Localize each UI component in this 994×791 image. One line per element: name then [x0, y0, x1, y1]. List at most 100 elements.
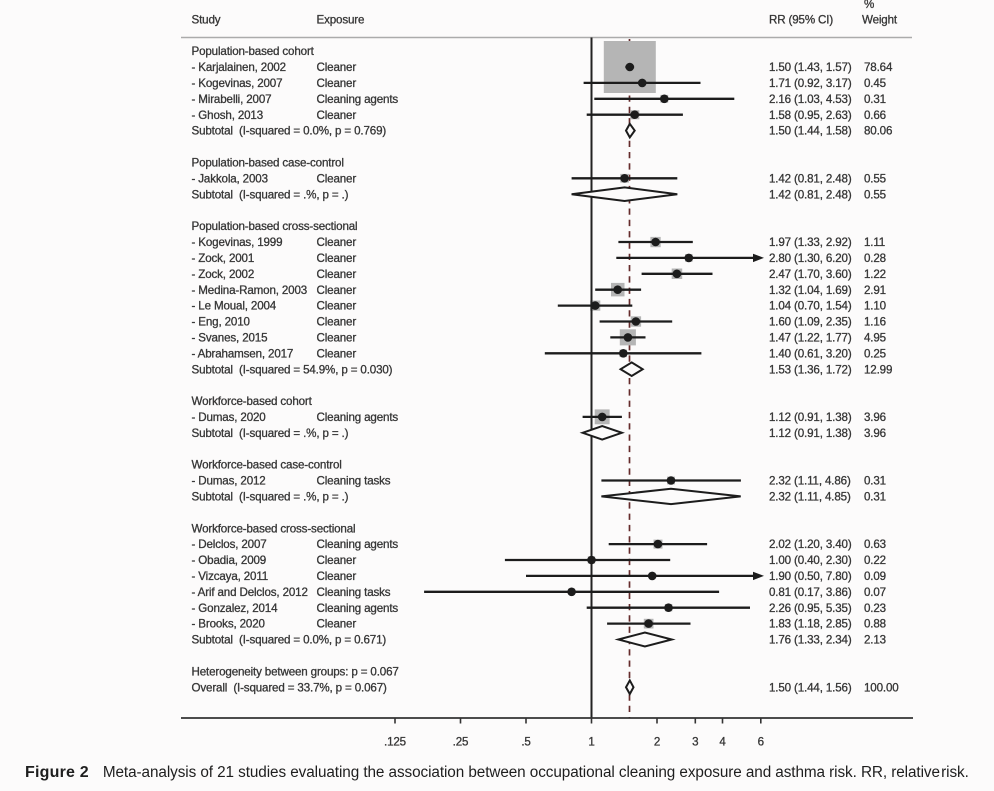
- svg-text:1.83 (1.18, 2.85): 1.83 (1.18, 2.85): [769, 618, 852, 631]
- svg-text:0.63: 0.63: [864, 538, 886, 551]
- svg-text:1.50 (1.44, 1.56): 1.50 (1.44, 1.56): [769, 681, 852, 694]
- svg-text:- Jakkola, 2003: - Jakkola, 2003: [192, 172, 268, 185]
- svg-text:- Kogevinas, 2007: - Kogevinas, 2007: [192, 77, 283, 90]
- svg-text:.125: .125: [384, 736, 406, 749]
- svg-text:1.90 (0.50, 7.80): 1.90 (0.50, 7.80): [769, 570, 852, 583]
- svg-text:6: 6: [758, 736, 764, 749]
- svg-text:- Gonzalez, 2014: - Gonzalez, 2014: [192, 602, 279, 615]
- svg-text:0.07: 0.07: [864, 586, 886, 599]
- svg-text:3: 3: [692, 736, 698, 749]
- svg-text:- Dumas, 2020: - Dumas, 2020: [192, 411, 266, 424]
- svg-text:%: %: [864, 0, 874, 11]
- svg-text:- Medina-Ramon, 2003: - Medina-Ramon, 2003: [192, 284, 308, 297]
- svg-text:Population-based case-control: Population-based case-control: [192, 157, 344, 170]
- svg-text:.25: .25: [453, 736, 469, 749]
- svg-text:4.95: 4.95: [864, 332, 886, 345]
- svg-text:Cleaner: Cleaner: [317, 570, 357, 583]
- svg-text:0.23: 0.23: [864, 602, 886, 615]
- svg-text:Cleaner: Cleaner: [317, 77, 357, 90]
- svg-text:0.45: 0.45: [864, 77, 886, 90]
- svg-text:Cleaning agents: Cleaning agents: [317, 93, 399, 106]
- svg-text:1.53 (1.36, 1.72): 1.53 (1.36, 1.72): [769, 363, 852, 376]
- svg-text:Cleaning tasks: Cleaning tasks: [317, 475, 391, 488]
- svg-text:Subtotal (I-squared = .%, p =: Subtotal (I-squared = .%, p = .): [192, 188, 349, 201]
- svg-text:2.47 (1.70, 3.60): 2.47 (1.70, 3.60): [769, 268, 852, 281]
- svg-text:4: 4: [719, 736, 726, 749]
- svg-text:100.00: 100.00: [864, 681, 899, 694]
- svg-text:2.80 (1.30, 6.20): 2.80 (1.30, 6.20): [769, 252, 852, 265]
- svg-text:Cleaning tasks: Cleaning tasks: [317, 586, 391, 599]
- svg-text:- Svanes, 2015: - Svanes, 2015: [192, 332, 268, 345]
- svg-text:- Kogevinas, 1999: - Kogevinas, 1999: [192, 236, 283, 249]
- svg-text:Cleaning agents: Cleaning agents: [317, 602, 399, 615]
- svg-text:1: 1: [588, 736, 594, 749]
- svg-text:2.91: 2.91: [864, 284, 886, 297]
- svg-text:1.12 (0.91, 1.38): 1.12 (0.91, 1.38): [769, 411, 852, 424]
- svg-text:Cleaner: Cleaner: [317, 172, 357, 185]
- svg-text:1.71 (0.92, 3.17): 1.71 (0.92, 3.17): [769, 77, 852, 90]
- svg-text:RR (95% CI): RR (95% CI): [769, 14, 833, 27]
- svg-text:- Delclos, 2007: - Delclos, 2007: [192, 538, 267, 551]
- svg-text:0.09: 0.09: [864, 570, 886, 583]
- svg-text:0.31: 0.31: [864, 93, 886, 106]
- svg-text:1.16: 1.16: [864, 316, 886, 329]
- svg-text:1.12 (0.91, 1.38): 1.12 (0.91, 1.38): [769, 427, 852, 440]
- svg-text:Subtotal (I-squared = 54.9%,: Subtotal (I-squared = 54.9%, p = 0.030): [192, 363, 393, 376]
- svg-text:- Vizcaya, 2011: - Vizcaya, 2011: [192, 570, 269, 583]
- svg-text:0.31: 0.31: [864, 491, 886, 504]
- svg-text:Cleaning agents: Cleaning agents: [317, 411, 399, 424]
- svg-text:3.96: 3.96: [864, 427, 886, 440]
- svg-text:12.99: 12.99: [864, 363, 892, 376]
- svg-text:- Karjalainen, 2002: - Karjalainen, 2002: [192, 61, 286, 74]
- svg-text:Cleaner: Cleaner: [317, 61, 357, 74]
- svg-text:0.55: 0.55: [864, 172, 886, 185]
- svg-text:1.42 (0.81, 2.48): 1.42 (0.81, 2.48): [769, 188, 852, 201]
- svg-text:0.22: 0.22: [864, 554, 886, 567]
- svg-text:2.02 (1.20, 3.40): 2.02 (1.20, 3.40): [769, 538, 852, 551]
- svg-text:- Mirabelli, 2007: - Mirabelli, 2007: [192, 93, 272, 106]
- svg-text:Heterogeneity between groups:: Heterogeneity between groups: p = 0.067: [192, 665, 399, 678]
- svg-text:Cleaner: Cleaner: [317, 300, 357, 313]
- svg-text:1.10: 1.10: [864, 300, 886, 313]
- svg-text:78.64: 78.64: [864, 61, 893, 74]
- svg-text:Cleaner: Cleaner: [317, 252, 357, 265]
- svg-text:0.31: 0.31: [864, 475, 886, 488]
- svg-text:Cleaner: Cleaner: [317, 316, 357, 329]
- svg-text:1.42 (0.81, 2.48): 1.42 (0.81, 2.48): [769, 172, 852, 185]
- svg-text:Cleaner: Cleaner: [317, 284, 357, 297]
- svg-text:Population-based cohort: Population-based cohort: [192, 45, 315, 58]
- svg-text:Cleaning agents: Cleaning agents: [317, 538, 399, 551]
- svg-text:Workforce-based case-control: Workforce-based case-control: [192, 459, 342, 472]
- svg-text:Subtotal (I-squared = 0.0%, p: Subtotal (I-squared = 0.0%, p = 0.769): [192, 125, 387, 138]
- svg-text:0.55: 0.55: [864, 188, 886, 201]
- svg-text:1.50 (1.44, 1.58): 1.50 (1.44, 1.58): [769, 125, 852, 138]
- svg-text:- Le Moual, 2004: - Le Moual, 2004: [192, 300, 277, 313]
- svg-text:0.28: 0.28: [864, 252, 886, 265]
- svg-text:- Zock, 2002: - Zock, 2002: [192, 268, 255, 281]
- svg-text:Cleaner: Cleaner: [317, 332, 357, 345]
- svg-text:- Abrahamsen, 2017: - Abrahamsen, 2017: [192, 347, 294, 360]
- svg-text:Cleaner: Cleaner: [317, 554, 357, 567]
- svg-text:0.81 (0.17, 3.86): 0.81 (0.17, 3.86): [769, 586, 852, 599]
- svg-text:- Brooks, 2020: - Brooks, 2020: [192, 618, 265, 631]
- svg-text:0.66: 0.66: [864, 109, 886, 122]
- svg-text:Cleaner: Cleaner: [317, 347, 357, 360]
- svg-text:- Arif and Delclos, 2012: - Arif and Delclos, 2012: [192, 586, 308, 599]
- svg-text:Weight: Weight: [862, 14, 898, 27]
- svg-text:Population-based cross-section: Population-based cross-sectional: [192, 220, 358, 233]
- svg-text:1.11: 1.11: [864, 236, 885, 249]
- svg-text:- Obadia, 2009: - Obadia, 2009: [192, 554, 267, 567]
- svg-text:0.88: 0.88: [864, 618, 886, 631]
- svg-text:2.16 (1.03, 4.53): 2.16 (1.03, 4.53): [769, 93, 852, 106]
- svg-text:- Eng, 2010: - Eng, 2010: [192, 316, 250, 329]
- svg-text:1.97 (1.33, 2.92): 1.97 (1.33, 2.92): [769, 236, 852, 249]
- svg-text:1.32 (1.04, 1.69): 1.32 (1.04, 1.69): [769, 284, 852, 297]
- svg-text:Workforce-based cohort: Workforce-based cohort: [192, 395, 313, 408]
- svg-text:1.60 (1.09, 2.35): 1.60 (1.09, 2.35): [769, 316, 852, 329]
- svg-text:Subtotal (I-squared = 0.0%, p: Subtotal (I-squared = 0.0%, p = 0.671): [192, 634, 387, 647]
- svg-text:Cleaner: Cleaner: [317, 268, 357, 281]
- svg-text:- Ghosh, 2013: - Ghosh, 2013: [192, 109, 264, 122]
- svg-text:Cleaner: Cleaner: [317, 109, 357, 122]
- svg-text:- Dumas, 2012: - Dumas, 2012: [192, 475, 266, 488]
- svg-text:80.06: 80.06: [864, 125, 892, 138]
